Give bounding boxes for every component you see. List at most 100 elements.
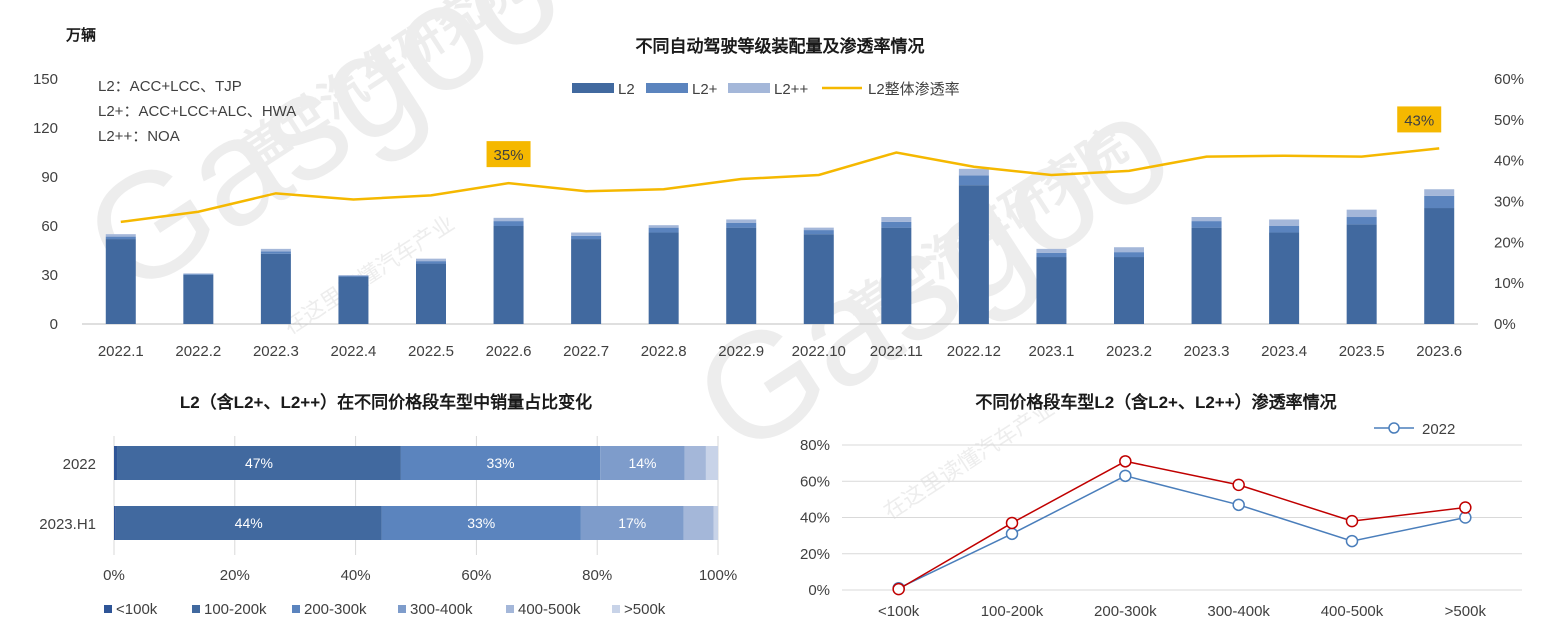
top-y2-tick: 10% xyxy=(1494,275,1524,292)
bar-l2 xyxy=(105,239,136,324)
top-x-tick: 2023.1 xyxy=(1028,343,1074,360)
legend-swatch-l2plus xyxy=(646,83,688,93)
top-x-tick: 2022.5 xyxy=(408,343,454,360)
bl-segment xyxy=(600,446,685,480)
top-x-tick: 2023.4 xyxy=(1261,343,1307,360)
bl-chart-title: L2（含L2+、L2++）在不同价格段车型中销量占比变化 xyxy=(180,392,592,412)
br-point xyxy=(1232,478,1245,492)
bar-l2pp xyxy=(881,217,912,222)
top-x-tick: 2022.1 xyxy=(98,343,144,360)
bar-l2 xyxy=(958,185,989,324)
br-y-tick: 0% xyxy=(808,582,830,599)
br-point xyxy=(1005,527,1019,541)
bar-l2pp xyxy=(648,225,679,228)
bl-chart-legend: <100k 100-200k 200-300k 300-400k 400-500k >50… xyxy=(104,601,666,618)
bl-segment xyxy=(115,506,382,540)
bl-legend-label: 100-200k xyxy=(204,601,267,618)
legend-label-2022: 2022 xyxy=(1422,421,1455,438)
bl-data-label: 47% xyxy=(245,455,273,471)
bar-l2 xyxy=(571,239,602,324)
bar-l2p xyxy=(1424,195,1455,209)
bar-l2 xyxy=(338,276,369,324)
bl-data-label: 44% xyxy=(235,515,263,531)
bl-legend-label: 200-300k xyxy=(304,601,367,618)
legend-label-rate: L2整体渗透率 xyxy=(868,81,960,98)
bl-legend-swatch xyxy=(506,605,514,613)
top-y-tick: 0 xyxy=(50,316,58,333)
br-chart-legend: 2022 xyxy=(1374,421,1455,438)
bar-l2p xyxy=(1114,252,1144,258)
bar-l2 xyxy=(1036,257,1067,324)
bl-legend-label: >500k xyxy=(624,601,666,618)
bar-l2pp xyxy=(105,234,136,237)
top-x-tick: 2022.6 xyxy=(486,343,532,360)
bl-segment xyxy=(381,506,581,540)
top-x-tick: 2022.2 xyxy=(175,343,221,360)
bar-l2p xyxy=(416,261,446,264)
bar-l2p xyxy=(648,227,679,233)
bl-data-label: 14% xyxy=(628,455,656,471)
bl-x-tick: 80% xyxy=(582,567,612,584)
top-chart-bars xyxy=(105,168,1455,324)
bar-l2 xyxy=(1424,208,1455,324)
bar-l2p xyxy=(493,221,524,226)
top-x-tick: 2022.4 xyxy=(330,343,376,360)
bar-l2pp xyxy=(183,273,214,275)
top-y2-tick: 50% xyxy=(1494,112,1524,129)
br-x-tick: 400-500k xyxy=(1321,603,1384,620)
br-point xyxy=(1119,469,1132,483)
bl-segment xyxy=(117,446,401,480)
bl-x-tick: 60% xyxy=(461,567,491,584)
legend-label-l2plus: L2+ xyxy=(692,81,718,98)
bl-segment xyxy=(705,446,718,480)
rate-line xyxy=(120,147,1440,224)
bl-data-label: 33% xyxy=(467,515,495,531)
legend-swatch-l2 xyxy=(572,83,614,93)
top-x-tick: 2023.3 xyxy=(1184,343,1230,360)
top-y-tick: 90 xyxy=(41,169,58,186)
top-x-tick: 2022.7 xyxy=(563,343,609,360)
bl-segment xyxy=(114,506,116,540)
br-x-tick: 300-400k xyxy=(1207,603,1270,620)
br-y-tick: 80% xyxy=(800,437,830,454)
bar-l2p xyxy=(183,274,214,275)
br-point xyxy=(1005,516,1019,530)
bl-x-tick: 40% xyxy=(341,567,371,584)
bl-segment xyxy=(114,446,118,480)
bar-l2 xyxy=(1269,232,1300,324)
note-l2plus: L2+：ACC+LCC+ALC、HWA xyxy=(98,103,296,120)
legend-swatch-l2plusplus xyxy=(728,83,770,93)
top-y-tick: 60 xyxy=(41,218,58,235)
top-chart-rate-line xyxy=(120,147,1440,224)
top-x-tick: 2022.10 xyxy=(792,343,846,360)
bar-l2p xyxy=(338,275,369,277)
br-x-tick: 200-300k xyxy=(1094,603,1157,620)
top-y2-tick: 0% xyxy=(1494,316,1516,333)
top-y-tick: 30 xyxy=(41,267,58,284)
bl-chart-axes: 0% 20% 40% 60% 80% 100% 2022 2023.H1 xyxy=(39,456,737,584)
br-x-tick: <100k xyxy=(878,603,920,620)
br-x-tick: >500k xyxy=(1445,603,1487,620)
br-line xyxy=(898,475,1466,589)
bar-l2pp xyxy=(1191,217,1222,222)
bl-data-label: 17% xyxy=(618,515,646,531)
bar-l2 xyxy=(416,263,446,324)
top-y-tick: 150 xyxy=(33,71,58,88)
br-point xyxy=(1119,455,1132,468)
br-y-tick: 20% xyxy=(800,546,830,563)
bl-y-tick: 2022 xyxy=(63,456,96,473)
top-x-tick: 2023.6 xyxy=(1416,343,1462,360)
bar-l2pp xyxy=(260,248,291,252)
top-y2-tick: 60% xyxy=(1494,71,1524,88)
top-chart-notes: L2：ACC+LCC、TJP L2+：ACC+LCC+ALC、HWA L2++：… xyxy=(98,78,296,145)
top-x-tick: 2022.12 xyxy=(947,343,1001,360)
br-point xyxy=(1459,501,1472,514)
top-x-tick: 2023.5 xyxy=(1339,343,1385,360)
bl-segment xyxy=(400,446,601,480)
bl-legend-label: 300-400k xyxy=(410,601,473,618)
callout-box xyxy=(486,141,531,168)
bar-l2pp xyxy=(1036,248,1067,253)
bar-l2p xyxy=(726,222,757,228)
